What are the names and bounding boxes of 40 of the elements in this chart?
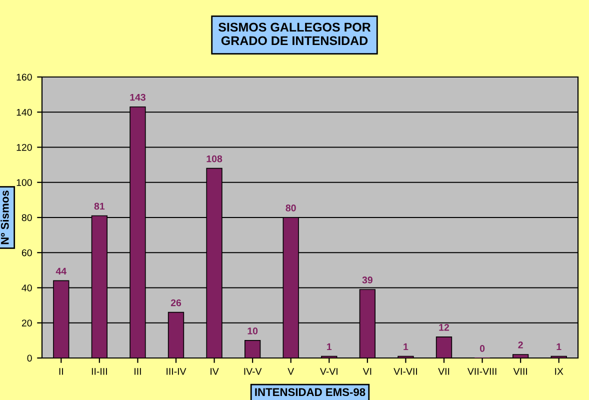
x-tick-label: III-IV	[166, 368, 186, 375]
y-tick-label: 120	[16, 144, 32, 151]
x-tick-label: V	[288, 368, 294, 375]
data-label: 143	[130, 94, 146, 101]
data-label: 10	[248, 327, 258, 334]
data-label: 1	[556, 343, 562, 350]
y-tick-label: 80	[22, 214, 32, 222]
x-axis-title: INTENSIDAD EMS-98	[255, 388, 366, 396]
y-tick-label: 140	[16, 108, 32, 116]
x-tick-label: IX	[555, 368, 564, 375]
data-label: 1	[327, 343, 332, 350]
x-tick-label: II-III	[92, 368, 107, 375]
data-label: 39	[362, 276, 372, 284]
y-tick-label: 40	[22, 284, 32, 292]
x-tick-label: VI	[362, 368, 372, 375]
data-label: 81	[94, 202, 105, 210]
y-tick-label: 60	[22, 249, 32, 256]
x-tick-label: II	[59, 368, 63, 375]
x-tick-label: IV-V	[244, 368, 262, 375]
chart-title: SISMOS GALLEGOS POR GRADO DE INTENSIDAD	[218, 22, 371, 46]
x-tick-label: VII-VIII	[467, 368, 496, 375]
data-label: 12	[439, 324, 450, 331]
x-tick-label: VI-VII	[394, 368, 417, 375]
x-tick-label: V-VI	[320, 368, 338, 375]
x-tick-label: IV	[210, 368, 219, 375]
y-tick-label: 100	[16, 179, 32, 186]
x-tick-label: VIII	[513, 368, 527, 375]
y-tick-label: 20	[22, 320, 32, 326]
data-label: 80	[286, 204, 296, 212]
data-label: 2	[518, 342, 523, 348]
data-label: 108	[206, 155, 222, 162]
y-axis-title: Nº Sismos	[0, 190, 9, 244]
data-label: 26	[170, 299, 182, 306]
data-label: 1	[404, 343, 408, 350]
data-label: 0	[480, 345, 485, 352]
y-tick-label: 0	[27, 354, 32, 362]
x-tick-label: VII	[438, 368, 450, 375]
x-tick-label: III	[134, 368, 141, 375]
data-label: 44	[56, 268, 66, 275]
y-tick-label: 160	[16, 74, 32, 81]
